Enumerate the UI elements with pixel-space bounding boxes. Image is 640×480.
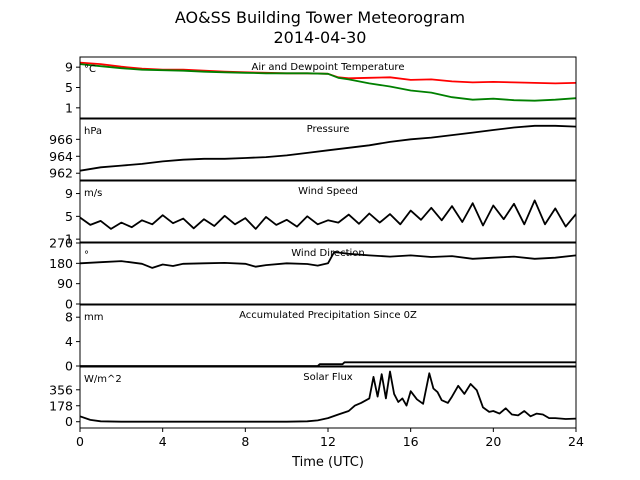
panel-temperature: 1 5 9 °C Air and Dewpoint Temperature bbox=[65, 56, 577, 119]
solar_flux-ytick-label: 0 bbox=[65, 414, 73, 429]
temperature-panel-title: Air and Dewpoint Temperature bbox=[252, 62, 405, 73]
precipitation-frame bbox=[79, 304, 577, 367]
chart-panels: 159 °C Air and Dewpoint Temperature9629649… bbox=[49, 56, 577, 429]
pressure-panel-title: Pressure bbox=[307, 124, 350, 135]
wind_direction-series-1-line bbox=[80, 251, 576, 269]
wind_speed-ytick-label: 5 bbox=[65, 209, 73, 224]
solar_flux-ytick-label: 178 bbox=[49, 398, 73, 413]
x-axis-label: Time (UTC) bbox=[291, 455, 364, 470]
x-axis: 0 4 8 12 16 20 24 bbox=[76, 428, 584, 449]
wind_direction-ytick-label: 90 bbox=[57, 276, 73, 291]
x-tick-label: 24 bbox=[568, 434, 584, 449]
wind_direction-ytick-label: 180 bbox=[49, 256, 73, 271]
wind_speed-ytick-label: 9 bbox=[65, 186, 73, 201]
x-tick-label: 8 bbox=[241, 434, 249, 449]
wind_speed-ytick-label: 1 bbox=[65, 232, 73, 247]
wind_direction-ytick-label: 270 bbox=[49, 236, 73, 251]
wind_speed-frame bbox=[79, 180, 577, 243]
solar_flux-series-1-line bbox=[80, 370, 576, 423]
panel-pressure: 962 964 966 hPa Pressure bbox=[49, 118, 577, 181]
pressure-frame bbox=[79, 118, 577, 181]
x-tick-label: 0 bbox=[76, 434, 84, 449]
pressure-ytick-label: 966 bbox=[49, 132, 73, 147]
temperature-ytick-label: 1 bbox=[65, 100, 73, 115]
wind_direction-ytick-label: 0 bbox=[65, 297, 73, 312]
x-tick-label: 20 bbox=[485, 434, 501, 449]
precipitation-ytick-label: 4 bbox=[65, 334, 73, 349]
solar_flux-ytick-label: 356 bbox=[49, 382, 73, 397]
solar_flux-unit-label: W/m^2 bbox=[84, 374, 122, 385]
wind_speed-series-1-line bbox=[80, 199, 576, 230]
pressure-series-1-line bbox=[80, 124, 576, 172]
temperature-ytick-label: 5 bbox=[65, 80, 73, 95]
wind_speed-unit-label: m/s bbox=[84, 188, 102, 199]
pressure-ytick-label: 964 bbox=[49, 149, 73, 164]
figure-date: 2014-04-30 bbox=[273, 28, 367, 47]
temperature-ytick-label: 9 bbox=[65, 60, 73, 75]
panel-wind_direction: 0 90 180 270 ° Wind Direction bbox=[49, 236, 577, 312]
temperature-unit-label: °C bbox=[84, 64, 96, 75]
precipitation-ytick-label: 0 bbox=[65, 359, 73, 374]
wind_direction-frame bbox=[79, 242, 577, 305]
wind_direction-unit-label: ° bbox=[84, 250, 89, 261]
precipitation-series-1-line bbox=[80, 361, 576, 366]
x-tick-label: 16 bbox=[403, 434, 419, 449]
x-tick-label: 12 bbox=[320, 434, 336, 449]
wind_speed-panel-title: Wind Speed bbox=[298, 186, 358, 197]
panel-wind_speed: 1 5 9 m/s Wind Speed bbox=[65, 180, 577, 247]
precipitation-unit-label: mm bbox=[84, 312, 103, 323]
pressure-ytick-label: 962 bbox=[49, 166, 73, 181]
panel-precipitation: 0 4 8 mm Accumulated Precipitation Since 0Z bbox=[65, 304, 577, 374]
x-tick-label: 4 bbox=[159, 434, 167, 449]
precipitation-panel-title: Accumulated Precipitation Since 0Z bbox=[239, 310, 417, 321]
precipitation-ytick-label: 8 bbox=[65, 310, 73, 325]
pressure-unit-label: hPa bbox=[84, 126, 102, 137]
wind_direction-panel-title: Wind Direction bbox=[291, 248, 365, 259]
figure-title: AO&SS Building Tower Meteorogram bbox=[174, 8, 466, 27]
temperature-series-2-line bbox=[80, 63, 576, 102]
solar_flux-panel-title: Solar Flux bbox=[303, 372, 353, 383]
